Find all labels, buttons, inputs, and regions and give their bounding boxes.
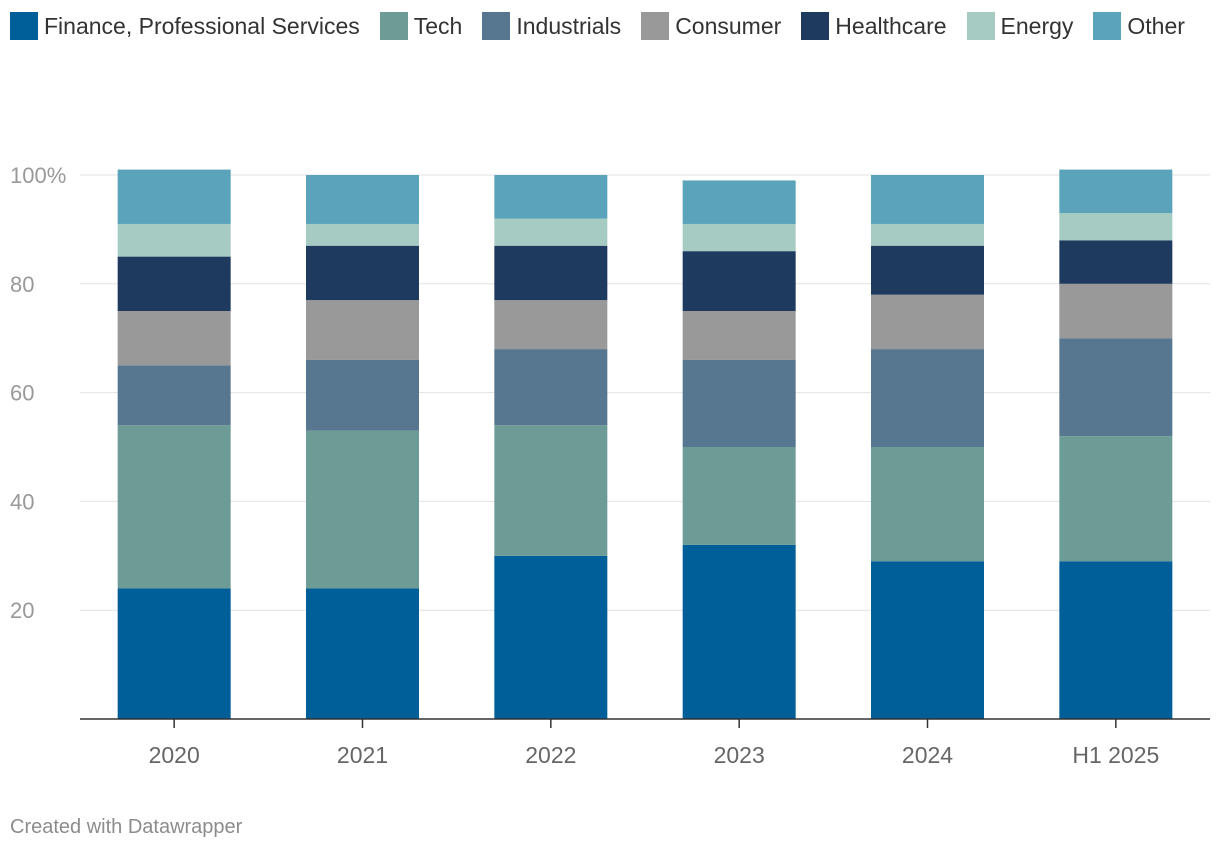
legend-swatch [1093,12,1122,40]
bar-segment [871,294,984,350]
bar-segment [494,218,608,246]
bar-segment [1059,338,1173,437]
bar-segment [682,311,796,360]
bar-segment [306,430,419,589]
legend-item: Tech [379,12,463,40]
legend-label: Consumer [675,12,782,39]
bar-segment [494,245,608,301]
legend-swatch [10,12,38,40]
legend-label: Other [1127,12,1185,39]
legend-label: Industrials [516,12,622,39]
legend-item: Consumer [641,12,781,40]
legend-label: Tech [413,12,463,39]
legend-item: Other [1093,12,1185,40]
bar-segment [117,588,231,719]
bar-segment [494,349,608,426]
bar-segment [1059,169,1173,214]
bar-segment [871,447,984,562]
bar-segment [682,447,796,545]
stacked-bar-chart: 20 40 60 80 100% 2020 2021 2022 2023 2024 H1 2025 [10,163,1210,768]
bar-segment [682,544,796,719]
bar-segment [494,425,608,556]
bar-segment [1059,436,1173,562]
bar-segment [306,175,419,224]
y-tick-label: 20 [10,598,34,623]
bar-segment [871,349,984,447]
bar-segment [871,175,984,224]
legend-label: Energy [1000,12,1074,39]
bar-segment [494,300,608,350]
credit-text: Created with Datawrapper [10,816,243,838]
bar-segment [682,223,796,252]
bar-segment [117,365,231,426]
x-tick-label: H1 2025 [1072,742,1159,768]
legend-item: Industrials [482,12,621,40]
bar-segment [117,169,231,224]
legend-item: Finance, Professional Services [10,12,360,40]
legend-swatch [482,12,511,40]
bar-segment [117,256,231,311]
bar-segment [306,300,419,360]
bar-segment [306,359,419,431]
x-tick-label: 2021 [337,742,388,768]
y-tick-label: 80 [10,272,34,297]
bar-segment [1059,561,1173,719]
bar-segment [494,175,608,219]
legend-item: Energy [966,12,1074,40]
bar-segment [871,561,984,719]
bar-segment [117,425,231,589]
x-tick-label: 2022 [525,742,576,768]
x-tick-label: 2024 [902,742,953,768]
bar-segment [117,311,231,366]
bar-segment [306,588,419,719]
bar-segment [682,359,796,447]
bar-segment [1059,213,1173,241]
bar-segment [871,245,984,295]
bar-segment [1059,283,1173,339]
bar-segment [682,180,796,224]
y-tick-label: 40 [10,489,34,514]
bar-segment [1059,240,1173,284]
bar-segment [494,555,608,719]
bar-segment [306,223,419,246]
bar-segment [306,245,419,301]
legend-label: Healthcare [835,12,947,39]
legend-swatch [801,12,830,40]
x-tick-label: 2020 [149,742,200,768]
legend-swatch [379,12,408,40]
y-tick-label: 100% [10,163,66,188]
legend-label: Finance, Professional Services [44,12,360,39]
bar-segment [682,251,796,311]
legend-swatch [641,12,670,40]
y-tick-label: 60 [10,381,34,406]
bar-segment [871,223,984,246]
legend-swatch [966,12,995,40]
legend: Finance, Professional Services Tech Indust… [10,12,1210,40]
bar-segment [117,223,231,257]
x-tick-label: 2023 [714,742,765,768]
legend-item: Healthcare [801,12,947,40]
